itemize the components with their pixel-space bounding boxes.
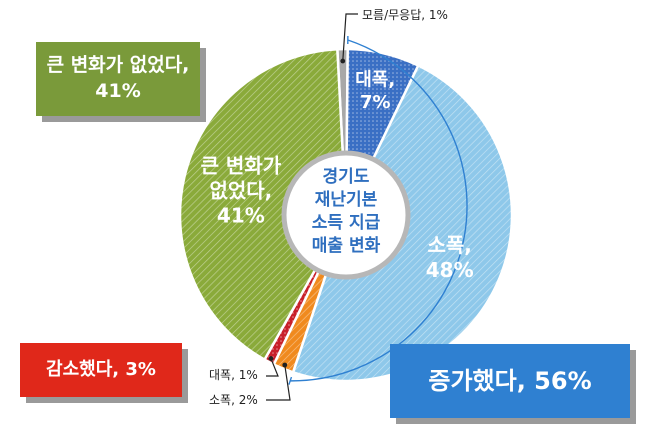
center-hole (281, 150, 411, 280)
leader-small-dec (266, 364, 291, 401)
group-decrease-label: 감소했다, 3% (46, 358, 156, 380)
group-increase-label: 증가했다, 56% (428, 366, 592, 395)
label-small-decrease: 소폭, 2% (209, 393, 258, 407)
slice-label-big-inc: 7% (360, 92, 391, 113)
label-big-decrease: 대폭, 1% (209, 368, 258, 382)
increase-bracket (288, 36, 468, 385)
center-title-line: 매출 변화 (312, 236, 381, 256)
group-no-change-line1: 큰 변화가 없었다, (46, 54, 190, 77)
leader-big-dec (266, 358, 279, 377)
slice-label-nochange: 큰 변화가 (201, 153, 282, 177)
slice-label-nochange: 41% (217, 203, 265, 227)
group-no-change-line2: 41% (95, 80, 141, 102)
leader-dot-big-dec (268, 356, 274, 361)
slice-label-big-inc: 대폭, (355, 69, 395, 90)
center-title-line: 소득 지급 (312, 213, 381, 233)
slice-label-small-inc: 소폭, (427, 233, 471, 257)
center-title-line: 경기도 (323, 167, 370, 187)
group-no-change-box: 큰 변화가 없었다, 41% (36, 42, 200, 116)
slice-label-small-inc: 48% (426, 258, 474, 282)
group-increase-box: 증가했다, 56% (390, 344, 630, 418)
label-unknown: 모름/무응답, 1% (362, 8, 448, 22)
slice-nochange-texture (180, 49, 346, 360)
center-title-line: 재난기본 (315, 190, 378, 210)
leader-dot-unknown (340, 58, 346, 64)
leader-lines (266, 13, 358, 401)
leader-dot-small-dec (282, 362, 288, 368)
leader-unknown (342, 13, 358, 62)
slice-label-nochange: 없었다, (209, 178, 272, 202)
group-decrease-box: 감소했다, 3% (20, 343, 182, 397)
